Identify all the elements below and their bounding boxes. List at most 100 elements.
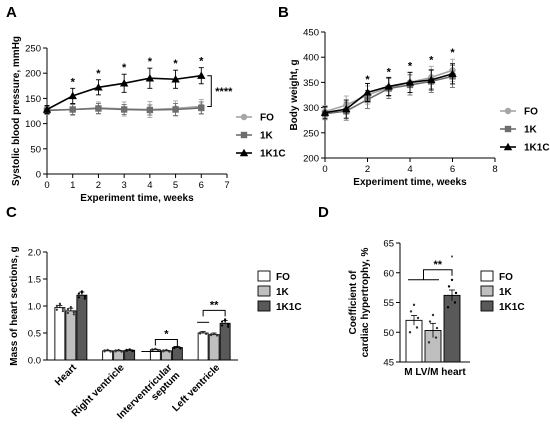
y-tick-label: 45 — [383, 358, 394, 369]
y-axis-label: Coefficient ofcardiac hypertrophy, % — [348, 247, 371, 357]
y-tick-label: 50 — [30, 144, 41, 155]
data-point-1K1C — [145, 74, 155, 82]
significance-bracket — [207, 75, 212, 107]
y-tick-label: 150 — [25, 94, 41, 105]
x-tick-label: 0 — [322, 164, 327, 175]
legend-swatch — [480, 270, 494, 282]
data-dot — [173, 346, 176, 349]
y-axis-label-line: cardiac hypertrophy, % — [360, 247, 371, 357]
data-point-1K — [146, 106, 154, 114]
category-label-line: Left ventricle — [170, 362, 222, 414]
significance-star: * — [387, 66, 392, 78]
data-dot — [77, 292, 80, 295]
x-tick-label: 4 — [147, 180, 152, 191]
significance-star: * — [450, 47, 455, 59]
x-tick-label: 2 — [365, 164, 370, 175]
significance-star: * — [122, 62, 127, 74]
data-point-1K — [172, 106, 179, 113]
y-axis-label: Mass of heart sections, g — [9, 246, 20, 365]
y-tick-label: 50 — [383, 328, 394, 339]
y-axis-label: Systolic blood pressure, mmHg — [11, 36, 22, 186]
legend-label: 1K — [524, 125, 538, 136]
data-dot — [412, 303, 416, 307]
data-dot — [72, 311, 75, 314]
data-dot — [109, 350, 112, 353]
data-dot — [202, 330, 205, 334]
y-tick-label: 0.0 — [28, 356, 41, 367]
x-tick-label: 6 — [199, 180, 204, 191]
x-tick-label: 1 — [70, 180, 75, 191]
x-tick-label: 5 — [173, 180, 178, 191]
y-tick-label: 1.0 — [28, 302, 41, 313]
bar-1K1C — [171, 347, 183, 361]
y-tick-label: 0.5 — [28, 329, 41, 340]
category-label-line: Heart — [53, 362, 79, 388]
category-label: Heart — [53, 362, 79, 388]
data-dot — [72, 313, 75, 316]
data-dot — [428, 320, 432, 323]
panel-a: A 0 50 100 150 200 250 0 1 2 3 4 5 6 7 Experiment time,… — [6, 4, 286, 204]
data-dot — [117, 348, 120, 351]
data-dot — [154, 347, 157, 350]
legend-label: FO — [260, 113, 274, 124]
significance-star: * — [408, 60, 413, 72]
data-dot — [162, 349, 165, 352]
legend-swatch — [257, 270, 271, 282]
data-dot — [69, 305, 72, 309]
significance-star: * — [148, 56, 153, 68]
data-point-1K — [69, 106, 76, 113]
legend-label: FO — [499, 272, 513, 283]
data-dot — [165, 348, 168, 351]
legend-marker — [504, 125, 512, 133]
data-dot — [447, 285, 451, 288]
y-tick-label: 100 — [25, 119, 41, 130]
data-point-1K — [198, 104, 205, 112]
panel-letter: D — [318, 204, 329, 221]
data-point-1K1C — [197, 71, 206, 79]
panel-b: B 200 250 300 350 400 450 0 2 4 6 8 Experiment time,… — [278, 4, 550, 188]
data-point-1K1C — [68, 91, 77, 100]
data-dot — [120, 350, 123, 353]
x-axis-label: Experiment time, weeks — [353, 177, 467, 188]
data-dot — [77, 296, 80, 299]
data-dot — [427, 341, 431, 344]
data-dot — [80, 290, 83, 293]
panel-letter: C — [6, 204, 17, 221]
bar-1K1C — [219, 322, 231, 361]
data-point-1K1C — [427, 75, 436, 84]
data-dot — [435, 326, 439, 330]
legend-marker — [240, 113, 248, 121]
data-dot — [106, 348, 109, 351]
data-dot — [415, 326, 419, 329]
legend-marker — [239, 148, 249, 157]
y-axis-label-line: Coefficient of — [348, 270, 359, 335]
category-label: Interventricularseptum — [115, 362, 182, 429]
significance-label: ** — [210, 299, 219, 311]
data-dot — [83, 297, 86, 300]
data-dot — [83, 295, 86, 298]
data-dot — [205, 332, 208, 335]
significance-star: * — [71, 76, 76, 88]
data-dot — [453, 301, 457, 304]
data-point-1K — [120, 106, 128, 113]
legend-swatch — [480, 285, 494, 297]
data-dot — [157, 348, 160, 352]
bar-FO — [54, 307, 66, 361]
data-dot — [216, 333, 219, 337]
data-dot — [450, 278, 454, 282]
data-dot — [210, 333, 213, 336]
data-dot — [199, 331, 202, 334]
x-axis-label: Experiment time, weeks — [80, 193, 194, 204]
significance-label: * — [164, 328, 169, 340]
data-dot — [58, 302, 61, 305]
data-dot — [55, 308, 58, 311]
significance-star: * — [365, 74, 370, 86]
legend-label: FO — [276, 272, 290, 283]
y-tick-label: 350 — [303, 78, 319, 89]
data-point-1K1C — [171, 75, 180, 83]
bar-1K1C — [443, 294, 461, 363]
legend-label: FO — [524, 107, 538, 118]
data-dot — [446, 306, 450, 309]
category-label: Left ventricle — [170, 362, 222, 414]
data-dot — [227, 323, 230, 326]
